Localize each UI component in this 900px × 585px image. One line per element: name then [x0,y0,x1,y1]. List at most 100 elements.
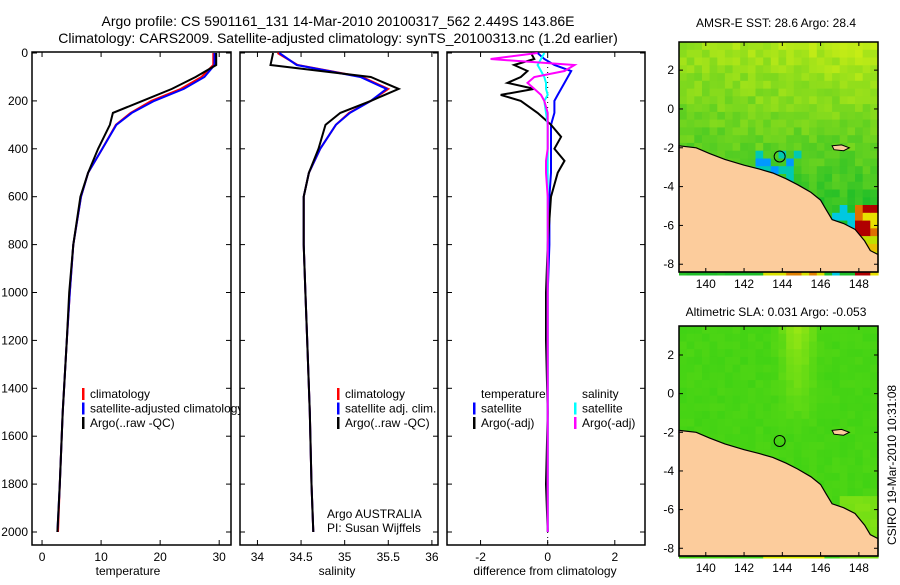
grid-cell [870,519,879,528]
grid-cell [740,135,749,144]
grid-cell [717,42,726,51]
grid-cell [686,119,695,128]
grid-cell [870,426,879,435]
grid-cell [870,119,879,128]
grid-cell [862,457,871,466]
grid-cell [793,364,803,373]
grid-cell [709,57,718,66]
grid-cell [679,73,688,82]
grid-cell [724,356,734,366]
grid-cell [862,142,871,152]
legend-marker [337,417,340,429]
grid-cell [709,88,718,97]
grid-cell [740,434,749,443]
grid-cell [694,356,703,366]
grid-cell [724,49,734,59]
legend-marker [574,402,577,415]
grid-cell [809,150,818,160]
grid-cell [847,189,856,198]
grid-cell [702,127,711,136]
grid-cell [709,65,718,74]
grid-cell [694,49,703,59]
grid-cell [770,65,780,74]
grid-cell [855,96,864,105]
grid-cell [763,111,772,121]
y-tick-label: 600 [8,190,28,204]
grid-cell [679,380,688,389]
grid-cell [679,341,688,350]
grid-cell [816,403,826,412]
grid-cell [824,96,833,105]
grid-cell [832,395,841,404]
grid-cell [778,73,787,82]
grid-cell [778,418,787,428]
grid-cell [855,457,864,466]
grid-cell [870,496,879,505]
grid-cell [816,73,826,82]
grid-cell [709,73,718,82]
grid-cell [732,395,741,404]
grid-cell [855,364,864,373]
grid-cell [763,426,772,435]
grid-cell [786,111,795,121]
grid-cell [747,57,757,66]
grid-cell [755,395,764,404]
grid-cell [855,104,864,113]
grid-cell [740,111,749,121]
grid-cell [839,488,848,497]
grid-cell [770,387,780,397]
grid-cell [801,80,810,90]
grid-cell [747,119,757,128]
timestamp-stamp: CSIRO 19-Mar-2010 10:31:08 [885,385,899,545]
grid-cell [747,333,757,342]
grid-cell [870,434,879,443]
grid-cell [839,333,848,342]
grid-cell [724,80,734,90]
grid-cell [862,42,871,51]
grid-cell [793,142,803,152]
grid-cell [816,158,826,167]
grid-cell [809,96,818,105]
grid-cell [763,127,772,136]
grid-cell [763,96,772,105]
grid-cell [809,364,818,373]
grid-cell [770,57,780,66]
grid-cell [763,411,772,420]
grid-cell [847,205,856,214]
grid-cell [786,387,795,397]
grid-cell [786,119,795,128]
grid-cell [855,142,864,152]
grid-cell [816,57,826,66]
grid-cell [832,364,841,373]
grid-cell [847,111,856,121]
grid-cell [724,57,734,66]
grid-cell [686,80,695,90]
grid-cell [862,333,871,342]
series-line-argo-raw-qc- [56,53,218,533]
grid-cell [855,88,864,97]
legend-marker [574,417,577,429]
grid-cell [717,65,726,74]
grid-cell [778,372,787,381]
grid-cell [801,349,810,358]
grid-cell [763,42,772,51]
grid-cell [686,395,695,404]
grid-cell [824,426,833,435]
grid-cell [709,372,718,381]
grid-cell [847,395,856,404]
grid-cell [870,80,879,90]
legend-label: Argo(..raw -QC) [345,416,430,430]
grid-cell [679,96,688,105]
grid-cell [686,88,695,97]
grid-cell [755,119,764,128]
grid-cell [839,480,848,489]
grid-cell [679,127,688,136]
grid-cell [809,472,818,482]
grid-cell [832,212,841,222]
grid-cell [717,150,726,160]
grid-cell [694,96,703,105]
lat-tick-label: 2 [667,348,674,362]
grid-cell [824,73,833,82]
grid-cell [839,104,848,113]
grid-cell [770,158,780,167]
